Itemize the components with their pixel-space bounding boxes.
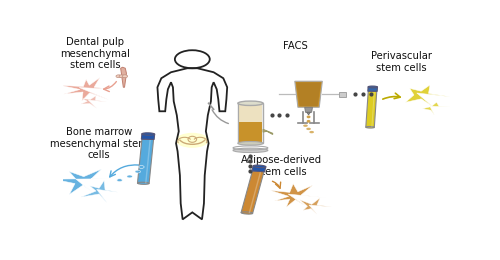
Polygon shape (338, 92, 346, 97)
Ellipse shape (368, 86, 378, 88)
Ellipse shape (238, 101, 263, 106)
Polygon shape (252, 166, 266, 172)
Circle shape (127, 175, 132, 178)
Ellipse shape (233, 148, 268, 153)
Circle shape (138, 166, 144, 168)
Circle shape (116, 75, 121, 78)
Ellipse shape (306, 120, 310, 123)
Text: FACS: FACS (282, 41, 308, 51)
Ellipse shape (238, 141, 263, 145)
Ellipse shape (253, 165, 266, 168)
Polygon shape (60, 77, 112, 101)
Polygon shape (81, 96, 106, 108)
Polygon shape (120, 67, 126, 87)
Polygon shape (145, 139, 151, 183)
Polygon shape (306, 112, 310, 115)
Polygon shape (239, 105, 262, 122)
Ellipse shape (366, 127, 374, 128)
Polygon shape (241, 171, 264, 213)
Circle shape (310, 131, 314, 133)
Polygon shape (368, 87, 378, 91)
Text: Perivascular
stem cells: Perivascular stem cells (371, 51, 432, 73)
Text: Dental pulp
mesenchymal
stem cells: Dental pulp mesenchymal stem cells (60, 37, 130, 70)
Polygon shape (372, 91, 375, 127)
Polygon shape (270, 184, 326, 207)
Polygon shape (296, 82, 321, 106)
Text: Bone marrow
mesenchymal stem
cells: Bone marrow mesenchymal stem cells (50, 127, 148, 160)
Polygon shape (238, 103, 263, 143)
Text: Adipose-derived
stem cells: Adipose-derived stem cells (241, 155, 322, 177)
Polygon shape (263, 129, 272, 134)
Polygon shape (304, 107, 312, 112)
Circle shape (119, 75, 124, 78)
Polygon shape (239, 122, 262, 143)
Ellipse shape (241, 212, 252, 214)
Polygon shape (406, 85, 450, 107)
Ellipse shape (306, 115, 310, 118)
Polygon shape (248, 171, 262, 213)
Polygon shape (138, 139, 154, 184)
Polygon shape (295, 81, 322, 107)
Polygon shape (300, 198, 332, 214)
Ellipse shape (138, 182, 149, 184)
Circle shape (122, 75, 128, 78)
Circle shape (117, 179, 122, 181)
Ellipse shape (176, 133, 209, 148)
Circle shape (303, 125, 308, 127)
Polygon shape (53, 169, 111, 194)
Polygon shape (81, 181, 118, 203)
Polygon shape (142, 134, 154, 139)
Polygon shape (422, 102, 451, 115)
Polygon shape (366, 91, 377, 127)
Circle shape (135, 170, 140, 173)
Circle shape (306, 128, 311, 130)
Ellipse shape (142, 133, 154, 135)
